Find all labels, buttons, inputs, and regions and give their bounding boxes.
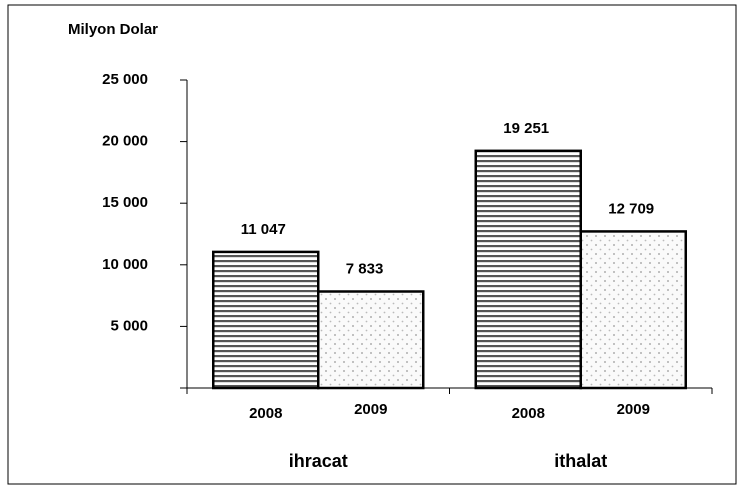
frame <box>7 4 737 485</box>
y-tick-label: 25 000 <box>102 71 148 88</box>
y-tick-label: 5 000 <box>110 317 148 334</box>
bar <box>317 290 425 390</box>
series-label: 2008 <box>249 405 282 422</box>
series-label: 2008 <box>512 405 545 422</box>
bar <box>212 250 320 390</box>
value-label: 11 047 <box>241 221 286 238</box>
bar <box>579 230 687 390</box>
category-label: ithalat <box>554 451 607 471</box>
series-label: 2009 <box>617 401 650 418</box>
value-label: 7 833 <box>346 260 384 277</box>
y-tick-label: 10 000 <box>102 256 148 273</box>
category-label: ihracat <box>289 451 348 471</box>
series-label: 2009 <box>354 401 387 418</box>
value-label: 19 251 <box>503 120 549 137</box>
bar <box>474 149 582 390</box>
y-tick-label: 15 000 <box>102 194 148 211</box>
y-tick-label: 20 000 <box>102 133 148 150</box>
y-axis-label: Milyon Dolar <box>68 21 158 38</box>
value-label: 12 709 <box>608 200 654 217</box>
